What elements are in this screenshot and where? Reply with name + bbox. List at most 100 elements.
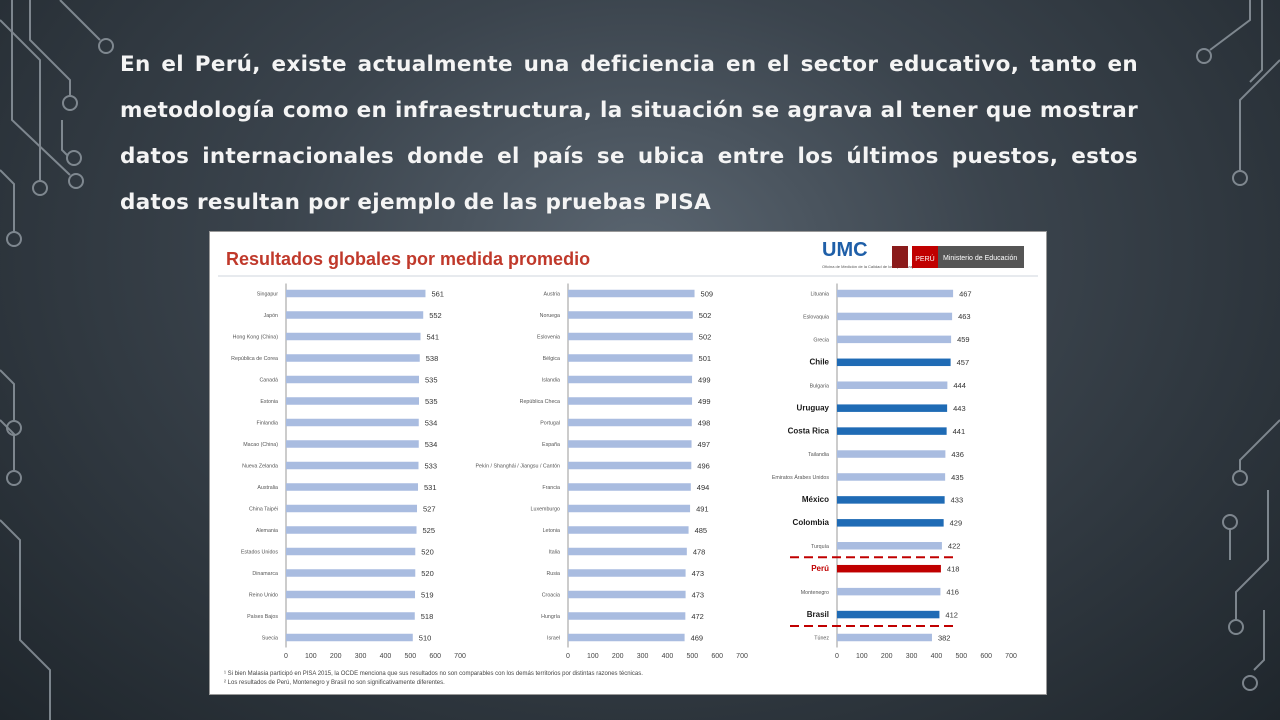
ministry-tag: PERÚ — [915, 254, 934, 263]
bar — [286, 461, 419, 470]
tick-label: 500 — [404, 653, 416, 660]
value-label: 433 — [951, 496, 964, 505]
tick-label: 700 — [1005, 653, 1017, 660]
category-label: Francia — [542, 485, 560, 491]
category-label: Bélgica — [543, 356, 560, 362]
bar — [286, 547, 416, 556]
bar — [286, 590, 416, 599]
category-label: Emiratos Árabes Unidos — [772, 474, 829, 481]
category-label: Turquía — [811, 544, 829, 550]
value-label: 467 — [959, 289, 972, 298]
bar — [837, 404, 948, 412]
tick-label: 200 — [881, 653, 893, 660]
tick-label: 600 — [980, 653, 992, 660]
pisa-chart-figure: Resultados globales por medida promedio … — [210, 232, 1046, 694]
category-label: Islandia — [542, 378, 560, 384]
category-label: Estonia — [260, 399, 278, 405]
bar — [286, 526, 417, 534]
bar — [286, 569, 416, 577]
category-label: Singapur — [257, 292, 278, 298]
bar — [837, 633, 932, 642]
category-label: Dinamarca — [252, 571, 278, 577]
bar — [286, 418, 419, 427]
category-label: Japón — [264, 313, 278, 319]
tick-label: 0 — [835, 653, 839, 660]
category-label: Brasil — [807, 610, 829, 619]
value-label: 502 — [699, 311, 712, 320]
bar — [837, 564, 941, 573]
ministry-name-bg — [938, 246, 1024, 268]
category-label: México — [802, 495, 829, 504]
value-label: 561 — [431, 289, 444, 298]
bar — [568, 504, 691, 513]
tick-label: 300 — [637, 653, 649, 660]
value-label: 491 — [696, 504, 709, 513]
value-label: 497 — [698, 440, 711, 449]
category-label: Macao (China) — [243, 442, 278, 448]
category-label: China Taipéi — [249, 507, 278, 513]
value-label: 472 — [691, 612, 704, 621]
footnote-1: ¹ Si bien Malasia participó en PISA 2015… — [224, 671, 643, 677]
value-label: 418 — [947, 565, 960, 574]
bar — [837, 542, 942, 550]
tick-label: 500 — [686, 653, 698, 660]
value-label: 518 — [421, 612, 434, 621]
tick-label: 100 — [305, 653, 317, 660]
category-label: Túnez — [814, 636, 829, 642]
category-label: Israel — [547, 636, 560, 642]
pisa-bar-chart: Resultados globales por medida promedio … — [218, 239, 1038, 686]
value-label: 436 — [951, 450, 964, 459]
value-label: 443 — [953, 404, 966, 413]
category-label: Croacia — [542, 593, 560, 599]
bar — [286, 289, 426, 298]
bar — [286, 612, 415, 620]
value-label: 520 — [421, 569, 434, 578]
value-label: 525 — [423, 526, 436, 535]
bar — [837, 587, 941, 596]
tick-label: 500 — [955, 653, 967, 660]
category-label: Países Bajos — [247, 614, 278, 620]
category-label: Italia — [549, 550, 560, 556]
tick-label: 700 — [736, 653, 748, 660]
bar — [286, 397, 420, 405]
tick-label: 400 — [380, 653, 392, 660]
category-label: Luxemburgo — [531, 507, 560, 513]
value-label: 469 — [691, 633, 704, 642]
chart-panels: 561 Singapur 552 Japón 541 Hong Kong (China) 5… — [231, 283, 1017, 660]
category-label: Portugal — [540, 421, 560, 427]
value-label: 416 — [946, 587, 959, 596]
category-label: Finlandia — [257, 421, 279, 427]
category-label: República de Corea — [231, 356, 278, 362]
value-label: 541 — [426, 332, 439, 341]
category-label: Perú — [811, 564, 829, 573]
category-label: Montenegro — [801, 590, 829, 596]
value-label: 498 — [698, 418, 711, 427]
value-label: 531 — [424, 483, 437, 492]
value-label: 494 — [697, 483, 710, 492]
bar — [568, 461, 692, 470]
category-label: Pekín / Shanghái / Jiangsu / Cantón — [475, 464, 560, 470]
category-label: Canadá — [259, 378, 278, 384]
value-label: 478 — [693, 547, 706, 556]
category-label: Bulgaria — [810, 383, 829, 389]
value-label: 429 — [950, 519, 963, 528]
value-label: 496 — [697, 461, 710, 470]
bar — [837, 519, 944, 527]
category-label: Suecia — [262, 636, 278, 642]
bar — [568, 354, 693, 362]
bar — [837, 335, 952, 344]
bar — [568, 418, 692, 427]
ministry-name: Ministerio de Educación — [943, 255, 1017, 262]
value-label: 441 — [953, 427, 966, 436]
bar — [286, 354, 420, 362]
category-label: Colombia — [793, 518, 830, 527]
bar — [837, 496, 945, 504]
bar — [837, 289, 954, 298]
bar — [837, 473, 946, 481]
bar — [837, 610, 940, 619]
category-label: Nueva Zelanda — [242, 464, 278, 470]
umc-logo-text: UMC — [822, 239, 868, 261]
value-label: 509 — [701, 289, 714, 298]
category-label: Letonia — [543, 528, 560, 534]
value-label: 473 — [692, 590, 705, 599]
